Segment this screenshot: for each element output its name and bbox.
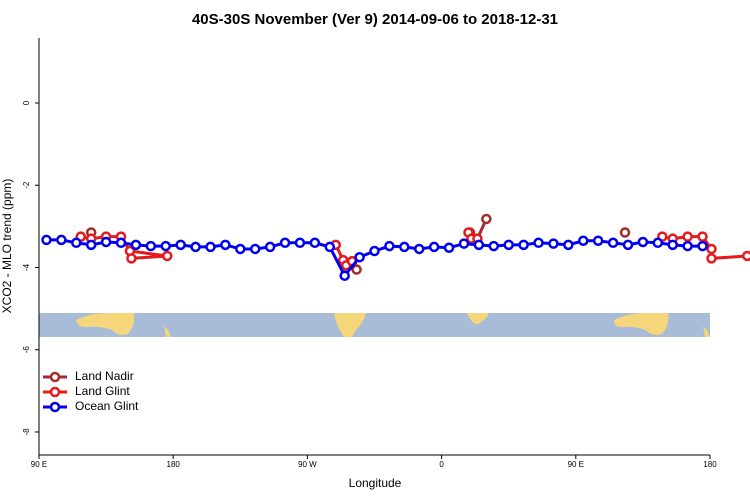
- x-tick-label: 90 E: [568, 460, 584, 469]
- point: [473, 239, 485, 251]
- point: [706, 253, 717, 264]
- point: [71, 237, 82, 249]
- point: [706, 243, 717, 255]
- point: [518, 239, 529, 251]
- x-tick-label: 0: [439, 460, 444, 469]
- point: [619, 227, 631, 238]
- point: [369, 245, 380, 257]
- point: [682, 240, 693, 252]
- point: [235, 243, 246, 255]
- x-tick-label: 90 W: [298, 460, 317, 469]
- legend-marker: [49, 386, 61, 398]
- legend-label: Land Glint: [75, 384, 130, 398]
- point: [130, 239, 142, 251]
- point: [697, 240, 708, 252]
- point: [354, 251, 365, 263]
- legend-marker: [49, 371, 61, 383]
- point: [667, 239, 678, 251]
- y-tick-label: -2: [22, 181, 31, 189]
- x-tick-label: 180: [167, 460, 181, 469]
- chart-title: 40S-30S November (Ver 9) 2014-09-06 to 2…: [192, 11, 558, 28]
- point: [399, 241, 410, 253]
- x-tick-label: 90 E: [31, 460, 47, 469]
- y-tick-label: -4: [22, 263, 31, 271]
- point: [488, 240, 500, 252]
- point: [592, 235, 604, 246]
- point: [503, 239, 514, 251]
- point: [190, 241, 201, 253]
- point: [548, 238, 559, 249]
- point: [100, 236, 112, 248]
- point: [126, 253, 137, 264]
- point: [622, 239, 634, 251]
- y-axis-label: XCO2 - MLO trend (ppm): [0, 179, 14, 314]
- point: [324, 241, 336, 253]
- y-tick-label: -6: [22, 346, 31, 354]
- point: [533, 237, 544, 249]
- point: [413, 243, 425, 255]
- x-axis-label: Longitude: [349, 476, 402, 490]
- point: [563, 239, 574, 251]
- point: [249, 243, 261, 255]
- point: [607, 237, 619, 249]
- y-tick-label: 0: [22, 100, 31, 105]
- point: [637, 236, 649, 248]
- point: [481, 213, 492, 225]
- x-tick-label: 180: [703, 460, 717, 469]
- point: [384, 240, 395, 252]
- legend-label: Land Nadir: [75, 369, 134, 383]
- point: [458, 238, 470, 249]
- point: [294, 237, 306, 249]
- point: [279, 237, 291, 249]
- point: [115, 237, 127, 249]
- point: [161, 250, 173, 262]
- point: [160, 240, 171, 252]
- point: [443, 242, 455, 253]
- point: [56, 234, 67, 246]
- point: [264, 241, 276, 253]
- point: [339, 270, 350, 281]
- point: [309, 237, 321, 249]
- point: [428, 241, 440, 253]
- point: [85, 239, 97, 251]
- point: [205, 241, 216, 253]
- point: [145, 240, 157, 252]
- point: [351, 264, 362, 275]
- map-strip: [39, 313, 710, 337]
- point: [175, 239, 186, 251]
- y-tick-label: -8: [22, 428, 31, 436]
- point: [41, 234, 52, 246]
- point: [697, 231, 708, 242]
- point: [220, 239, 231, 251]
- point: [578, 235, 589, 246]
- point: [652, 237, 664, 249]
- legend-label: Ocean Glint: [75, 399, 139, 413]
- point: [682, 231, 693, 242]
- legend-marker: [49, 401, 61, 413]
- point: [742, 250, 750, 262]
